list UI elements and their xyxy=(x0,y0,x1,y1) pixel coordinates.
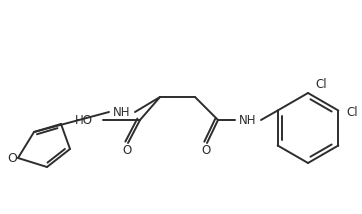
Text: O: O xyxy=(201,144,211,158)
Text: NH: NH xyxy=(239,113,257,126)
Text: Cl: Cl xyxy=(346,106,358,119)
Text: O: O xyxy=(7,153,17,165)
Text: Cl: Cl xyxy=(315,79,327,92)
Text: NH: NH xyxy=(113,106,131,119)
Text: HO: HO xyxy=(75,113,93,126)
Text: O: O xyxy=(122,144,132,158)
